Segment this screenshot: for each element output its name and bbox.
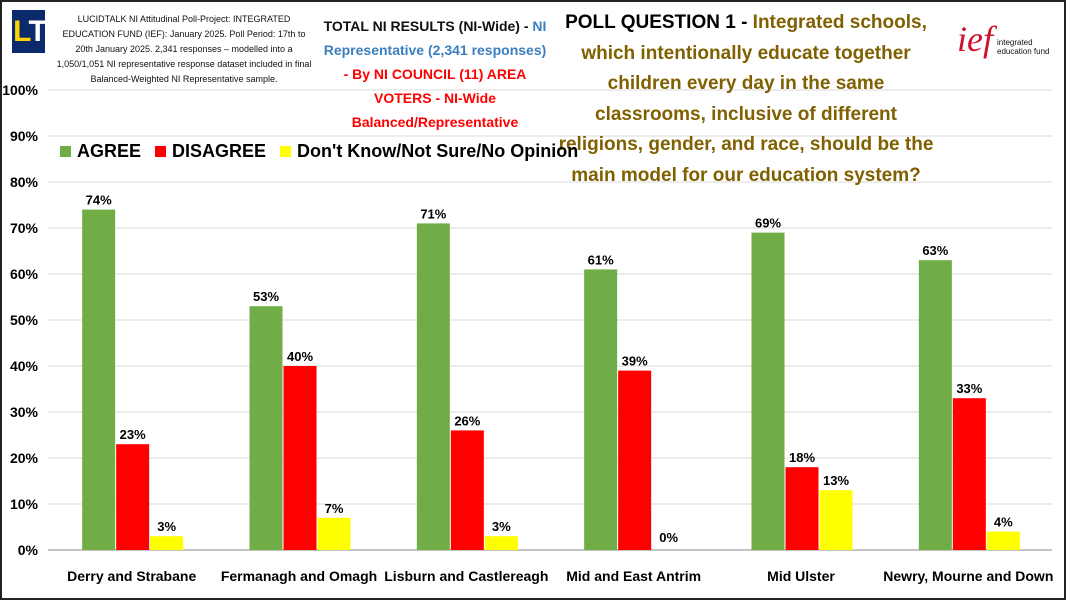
question-lead: POLL QUESTION 1 -: [565, 12, 753, 33]
x-category-label: Mid and East Antrim: [566, 568, 701, 584]
bar-agree: [416, 223, 450, 550]
data-label: 13%: [823, 473, 849, 488]
y-tick-label: 70%: [10, 220, 39, 236]
bar-disagree: [116, 444, 150, 550]
subtitle-black: TOTAL NI RESULTS (NI-Wide) -: [323, 18, 533, 34]
legend-agree: AGREE: [60, 141, 141, 162]
poll-question: POLL QUESTION 1 - Integrated schools, wh…: [554, 8, 938, 191]
y-tick-label: 100%: [2, 82, 38, 98]
data-label: 3%: [492, 519, 511, 534]
legend: AGREE DISAGREE Don't Know/Not Sure/No Op…: [60, 141, 578, 162]
bar-disagree: [618, 370, 652, 550]
question-text: Integrated schools, which intentionally …: [558, 12, 934, 186]
y-tick-label: 30%: [10, 404, 39, 420]
legend-dont-know: Don't Know/Not Sure/No Opinion: [280, 141, 578, 162]
y-tick-label: 0%: [18, 542, 39, 558]
x-category-label: Derry and Strabane: [67, 568, 196, 584]
data-label: 71%: [420, 206, 446, 221]
ief-logo: ief integrated education fund: [957, 19, 1050, 59]
data-label: 4%: [994, 515, 1013, 530]
subtitle-red: - By NI COUNCIL (11) AREA VOTERS - NI-Wi…: [343, 66, 527, 130]
bar-dont-know: [819, 490, 853, 550]
bar-dont-know: [484, 536, 518, 550]
bar-agree: [249, 306, 283, 550]
subtitle-blue: NI Representative (2,341 responses): [323, 18, 547, 58]
legend-disagree: DISAGREE: [155, 141, 266, 162]
bar-agree: [584, 269, 618, 550]
bar-dont-know: [317, 517, 351, 550]
data-label: 26%: [454, 413, 480, 428]
y-tick-label: 40%: [10, 358, 39, 374]
y-tick-label: 60%: [10, 266, 39, 282]
data-label: 39%: [622, 354, 648, 369]
bar-agree: [751, 232, 785, 550]
data-label: 63%: [922, 243, 948, 258]
bar-dont-know: [150, 536, 184, 550]
data-label: 69%: [755, 216, 781, 231]
data-label: 61%: [588, 252, 614, 267]
y-tick-label: 10%: [10, 496, 39, 512]
x-category-label: Lisburn and Castlereagh: [384, 568, 548, 584]
y-tick-label: 90%: [10, 128, 39, 144]
x-category-label: Newry, Mourne and Down: [883, 568, 1053, 584]
data-label: 40%: [287, 349, 313, 364]
data-label: 33%: [956, 381, 982, 396]
y-tick-label: 80%: [10, 174, 39, 190]
bar-disagree: [283, 366, 317, 550]
x-category-label: Fermanagh and Omagh: [221, 568, 377, 584]
data-label: 0%: [659, 530, 678, 545]
data-label: 23%: [120, 427, 146, 442]
bar-disagree: [952, 398, 986, 550]
bar-disagree: [450, 430, 484, 550]
x-category-label: Mid Ulster: [767, 568, 835, 584]
bar-dont-know: [986, 531, 1020, 550]
y-tick-label: 20%: [10, 450, 39, 466]
chart-subtitle: TOTAL NI RESULTS (NI-Wide) - NI Represen…: [322, 14, 548, 134]
data-label: 7%: [325, 501, 344, 516]
bar-agree: [918, 260, 952, 550]
bar-disagree: [785, 467, 819, 550]
data-label: 18%: [789, 450, 815, 465]
data-label: 53%: [253, 289, 279, 304]
bar-agree: [82, 209, 116, 550]
data-label: 3%: [157, 519, 176, 534]
poll-note: LUCIDTALK NI Attitudinal Poll-Project: I…: [56, 14, 312, 84]
data-label: 74%: [86, 193, 112, 208]
y-tick-label: 50%: [10, 312, 39, 328]
